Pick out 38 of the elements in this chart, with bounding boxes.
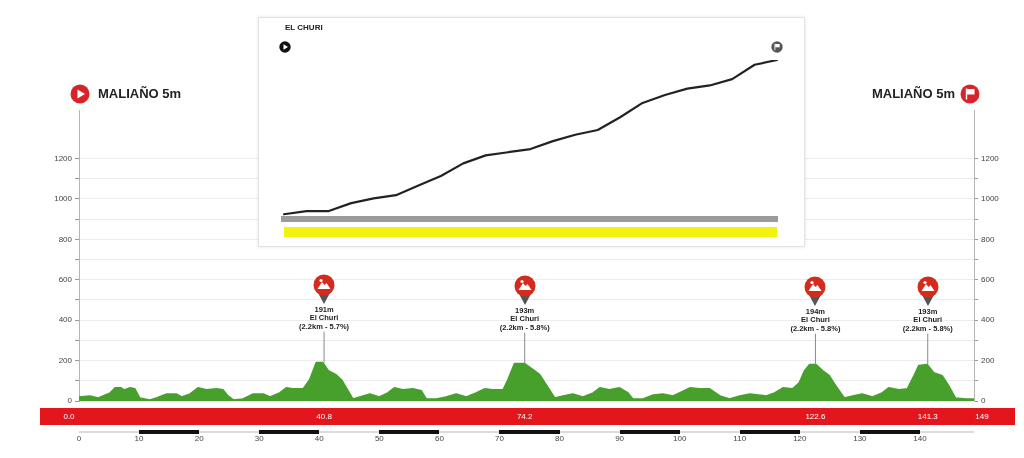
y-tick-label: 600 bbox=[58, 274, 73, 284]
text: MALIAÑO 5m bbox=[98, 86, 182, 102]
x-tick-label: 120 bbox=[793, 434, 808, 443]
x-tick-label: 30 bbox=[254, 434, 265, 443]
x-tick-label: 90 bbox=[615, 434, 625, 443]
x-tick-label: 20 bbox=[194, 434, 205, 443]
y2-tick-label: 0 bbox=[981, 396, 986, 406]
y-tick-label: 400 bbox=[58, 315, 73, 325]
text: 122.6 bbox=[805, 411, 826, 421]
x-tick-label: 70 bbox=[495, 434, 505, 443]
text: 74.2 bbox=[516, 411, 534, 421]
x-tick-label: 110 bbox=[733, 434, 747, 443]
y2-tick-label: 200 bbox=[981, 355, 995, 365]
y-tick-label: 1000 bbox=[54, 194, 73, 204]
y-tick-label: 200 bbox=[58, 355, 73, 365]
text: MALIAÑO 5m bbox=[871, 86, 955, 102]
y2-tick-label: 800 bbox=[981, 234, 995, 244]
x-tick-label: 60 bbox=[434, 434, 445, 443]
x-tick-label: 40 bbox=[314, 434, 325, 443]
text: 40.8 bbox=[316, 411, 333, 421]
y-tick-label: 0 bbox=[67, 396, 73, 406]
y2-tick-label: 400 bbox=[981, 315, 995, 325]
chart-title: EL CHURI bbox=[285, 23, 323, 32]
y2-tick-label: 1200 bbox=[981, 153, 1000, 163]
x-tick-label: 0 bbox=[76, 434, 82, 443]
text: 149 bbox=[975, 411, 990, 421]
x-tick-label: 140 bbox=[913, 434, 928, 443]
x-tick-label: 80 bbox=[555, 434, 565, 443]
x-tick-label: 10 bbox=[134, 434, 145, 443]
y2-tick-label: 1000 bbox=[981, 194, 1000, 204]
x-tick-label: 130 bbox=[853, 434, 868, 443]
y-tick-label: 1200 bbox=[54, 153, 73, 163]
y2-tick-label: 600 bbox=[981, 274, 995, 284]
text: 141.3 bbox=[917, 411, 939, 421]
y-tick-label: 800 bbox=[58, 234, 73, 244]
x-tick-label: 100 bbox=[672, 434, 687, 443]
x-tick-label: 50 bbox=[374, 434, 385, 443]
text: 0.0 bbox=[63, 411, 76, 421]
